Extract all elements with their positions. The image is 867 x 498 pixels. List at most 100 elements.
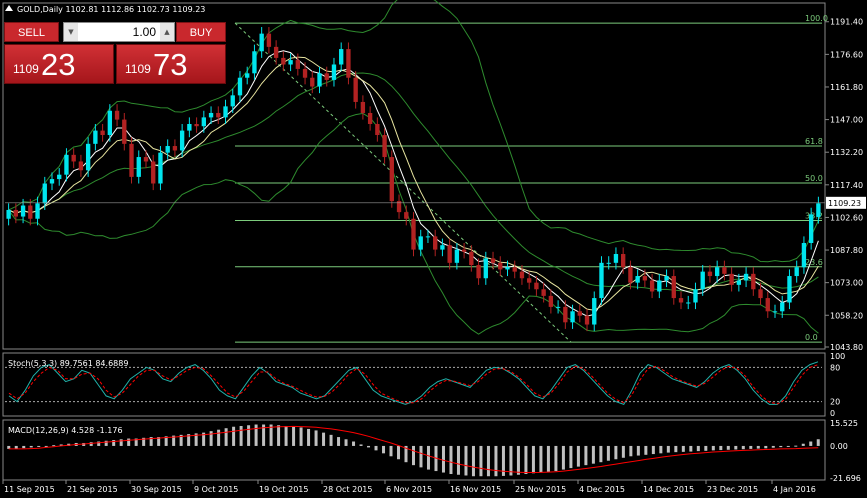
candle-body <box>201 117 206 127</box>
macd-histogram-bar <box>202 432 206 446</box>
candle-body <box>71 154 76 162</box>
buy-price-button[interactable]: 1109 73 <box>116 44 226 84</box>
macd-histogram-bar <box>239 425 243 446</box>
candle-body <box>114 110 120 120</box>
macd-histogram-bar <box>344 439 348 446</box>
candle-body <box>519 271 525 279</box>
fib-label: 61.8 <box>805 137 823 146</box>
fib-label: 100.0 <box>805 14 828 23</box>
macd-histogram-bar <box>164 436 168 446</box>
macd-histogram-bar <box>104 440 108 446</box>
macd-histogram-bar <box>464 445 468 476</box>
lot-size-input[interactable]: ▼ 1.00 ▲ <box>63 22 175 42</box>
macd-histogram-bar <box>254 424 258 446</box>
candle-body <box>447 245 452 263</box>
candle-body <box>245 73 250 78</box>
macd-histogram-bar <box>441 445 445 473</box>
lot-increase-icon[interactable]: ▲ <box>160 23 174 41</box>
sell-button[interactable]: SELL <box>4 22 59 42</box>
candle-body <box>772 311 778 313</box>
candle-body <box>129 143 134 177</box>
macd-histogram-bar <box>771 445 775 448</box>
moving-averages <box>8 50 819 317</box>
price-tick-label: 1043.80 <box>830 343 863 352</box>
candle-body <box>187 123 192 131</box>
candle-body <box>346 49 351 78</box>
macd-histogram-bar <box>809 441 813 446</box>
macd-histogram-bar <box>689 445 693 452</box>
buy-button[interactable]: BUY <box>176 22 226 42</box>
macd-histogram-bar <box>359 444 363 446</box>
macd-histogram-bar <box>486 445 490 477</box>
macd-histogram-bar <box>127 438 131 446</box>
candle-body <box>686 302 691 304</box>
candle-body <box>288 60 293 65</box>
candle-body <box>563 306 568 323</box>
macd-histogram-bar <box>681 445 685 452</box>
macd-histogram-bar <box>59 444 63 446</box>
candle-body <box>107 110 113 136</box>
macd-histogram-bar <box>29 445 33 448</box>
macd-histogram-bar <box>471 445 475 477</box>
current-price-box <box>826 196 866 209</box>
time-tick-label: 16 Nov 2015 <box>450 485 501 494</box>
lot-value[interactable]: 1.00 <box>132 25 156 39</box>
stoch-tick-label: 80 <box>830 363 840 372</box>
macd-histogram-bar <box>142 437 146 446</box>
macd-histogram-bar <box>599 445 603 463</box>
time-tick-label: 4 Dec 2015 <box>579 485 625 494</box>
candle-body <box>64 154 69 175</box>
macd-histogram-bar <box>89 442 93 446</box>
macd-histogram-bar <box>756 445 760 449</box>
macd-histogram-bar <box>576 445 580 467</box>
macd-histogram-bar <box>22 445 26 449</box>
macd-histogram-bar <box>516 445 520 475</box>
candle-body <box>172 146 178 151</box>
macd-histogram-bar <box>426 445 430 470</box>
time-tick-label: 19 Oct 2015 <box>259 485 308 494</box>
macd-histogram-bar <box>539 445 543 473</box>
candle-body <box>375 123 380 136</box>
macd-histogram-bar <box>561 445 565 470</box>
macd-indicator: 15.525 0.00 -21.696 <box>7 419 861 483</box>
time-tick-label: 23 Dec 2015 <box>707 485 758 494</box>
buy-price-pips: 73 <box>153 47 188 82</box>
bollinger-upper <box>8 0 819 263</box>
candle-body <box>404 212 409 219</box>
macd-histogram-bar <box>696 445 700 452</box>
macd-histogram-bar <box>247 425 251 446</box>
stochastic-oscillator: 100 80 20 0 <box>5 352 845 418</box>
sell-price-button[interactable]: 1109 23 <box>4 44 114 84</box>
symbol-header: GOLD,Daily 1102.81 1112.86 1102.73 1109.… <box>17 5 205 14</box>
price-tick-label: 1147.00 <box>830 116 863 125</box>
macd-histogram-bar <box>749 445 753 449</box>
macd-histogram-bar <box>479 445 483 477</box>
fib-label: 38.2 <box>805 212 823 221</box>
macd-histogram-bar <box>382 445 386 454</box>
candle-body <box>302 68 308 78</box>
candle-body <box>20 205 26 217</box>
price-tick-label: 1058.20 <box>830 311 863 320</box>
candle-body <box>237 77 243 96</box>
fib-label: 50.0 <box>805 174 823 183</box>
macd-histogram-bar <box>232 426 236 446</box>
macd-histogram-bar <box>277 425 281 446</box>
macd-histogram-bar <box>591 445 595 464</box>
candle-body <box>664 276 669 281</box>
lot-decrease-icon[interactable]: ▼ <box>64 23 78 41</box>
collapse-arrow-icon[interactable] <box>5 5 13 11</box>
candle-body <box>28 205 33 219</box>
macd-histogram-bar <box>179 434 183 446</box>
candle-body <box>490 258 496 263</box>
candle-body <box>266 33 272 47</box>
macd-histogram-bar <box>449 445 453 475</box>
macd-histogram-bar <box>112 440 116 446</box>
candle-body <box>461 249 467 252</box>
fibonacci-levels: 100.0 61.8 50.0 38.2 23.6 0.0 <box>234 14 828 343</box>
candle-body <box>331 64 337 80</box>
macd-histogram-bar <box>209 431 213 446</box>
candle-body <box>295 60 300 69</box>
stoch-title: Stoch(5,3,3) 89.7561 84.6889 <box>8 359 128 368</box>
macd-histogram-bar <box>52 445 56 447</box>
